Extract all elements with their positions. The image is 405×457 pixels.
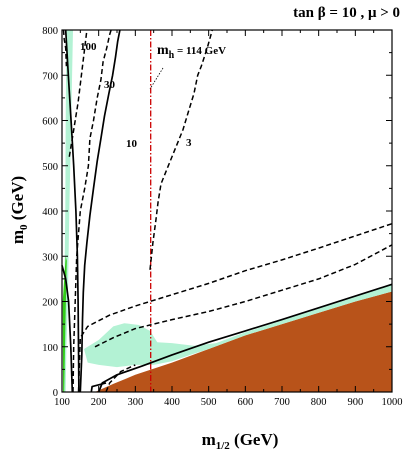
x-tick-labels: 100 200 300 400 500 600 700 800 900 1000 xyxy=(54,397,402,408)
region-cosmology-band xyxy=(84,284,392,368)
higgs-label: mh = 114 GeV xyxy=(157,43,226,61)
x-tick-label: 1000 xyxy=(382,397,403,408)
x-axis-title-unit: (GeV) xyxy=(230,430,279,449)
x-tick-label: 100 xyxy=(54,397,70,408)
x-tick-label: 700 xyxy=(274,397,290,408)
contour-line-3 xyxy=(90,382,107,393)
contour-label-100: 100 xyxy=(80,41,97,53)
y-tick-label: 400 xyxy=(42,207,58,218)
x-tick-label: 500 xyxy=(201,397,217,408)
x-tick-label: 200 xyxy=(91,397,107,408)
y-axis-title-sub: 0 xyxy=(18,224,30,230)
contour-line-7 xyxy=(77,222,393,393)
contour-line-1 xyxy=(64,29,80,393)
contour-line-6 xyxy=(72,29,112,393)
y-tick-label: 500 xyxy=(42,162,58,173)
contour-line-12 xyxy=(62,29,68,67)
contour-line-11 xyxy=(149,29,214,270)
chart-title: tan β = 10 , μ > 0 xyxy=(293,5,400,21)
chart-ticks xyxy=(61,29,393,393)
x-tick-label: 600 xyxy=(237,397,253,408)
x-tick-label: 300 xyxy=(127,397,143,408)
chart-series xyxy=(61,29,393,393)
region-excluded xyxy=(95,291,392,392)
x-tick-label: 900 xyxy=(347,397,363,408)
x-axis-title-sub: 1/2 xyxy=(216,440,231,452)
y-tick-label: 200 xyxy=(42,298,58,309)
y-tick-label: 100 xyxy=(42,343,58,354)
contour-line-2 xyxy=(97,283,393,393)
higgs-label-sub: h xyxy=(169,50,175,61)
contour-label-3: 3 xyxy=(186,137,192,149)
x-axis-title: m1/2 (GeV) xyxy=(202,430,279,452)
contour-line-10 xyxy=(68,29,88,157)
x-tick-label: 800 xyxy=(311,397,327,408)
y-axis-title: m0 (GeV) xyxy=(8,176,30,244)
y-tick-labels: 0 100 200 300 400 500 600 700 800 xyxy=(42,26,58,399)
y-tick-label: 0 xyxy=(53,388,58,399)
contour-line-8 xyxy=(94,244,393,348)
x-tick-label: 400 xyxy=(164,397,180,408)
y-tick-label: 700 xyxy=(42,71,58,82)
x-axis-title-main: m xyxy=(202,430,216,449)
contour-line-5 xyxy=(79,29,121,393)
y-tick-label: 800 xyxy=(42,26,58,37)
y-axis-title-main: m xyxy=(8,230,27,244)
higgs-label-pointer xyxy=(149,67,164,90)
contour-label-10: 10 xyxy=(126,138,138,150)
contour-line-9 xyxy=(105,364,136,393)
y-tick-label: 300 xyxy=(42,252,58,263)
y-tick-label: 600 xyxy=(42,117,58,128)
contour-label-30: 30 xyxy=(104,79,116,91)
higgs-label-main: m xyxy=(157,43,169,58)
contour-line-4 xyxy=(61,265,74,393)
y-axis-title-unit: (GeV) xyxy=(8,176,27,225)
higgs-label-value: = 114 GeV xyxy=(174,45,226,57)
